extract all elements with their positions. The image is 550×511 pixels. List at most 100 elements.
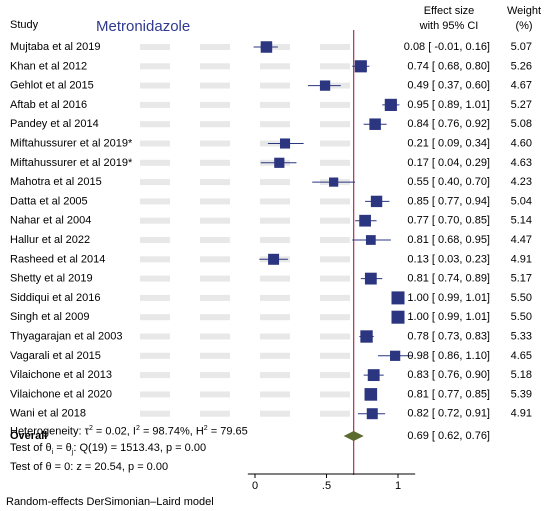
effect-size-ci: 0.78 [ 0.73, 0.83]	[407, 331, 490, 343]
effect-size-ci: 0.81 [ 0.77, 0.85]	[407, 388, 490, 400]
watermark-shape	[320, 256, 350, 263]
watermark-shape	[260, 333, 290, 340]
x-tick-label: .5	[322, 480, 331, 492]
effect-marker	[359, 214, 371, 227]
watermark-shape	[320, 237, 350, 243]
study-label: Miftahussurer et al 2019*	[10, 138, 133, 150]
watermark-shape	[200, 391, 230, 398]
effect-marker	[384, 98, 397, 111]
watermark-shape	[200, 198, 230, 205]
watermark-shape	[200, 121, 230, 128]
watermark-shape	[200, 44, 230, 50]
watermark-shape	[260, 198, 290, 205]
effect-marker	[370, 195, 383, 208]
watermark-shape	[320, 198, 350, 205]
overall-row: Overall 0.69 [ 0.62, 0.76]	[10, 430, 490, 442]
column-header-effect-size: Effect size with 95% CI	[408, 4, 490, 34]
study-label: Gehlot et al 2015	[10, 80, 94, 92]
effect-header-line2: with 95% CI	[419, 20, 479, 32]
effect-size-ci: 0.74 [ 0.68, 0.80]	[407, 60, 490, 72]
watermark-shape	[140, 179, 170, 186]
effect-size-ci: 0.84 [ 0.76, 0.92]	[407, 118, 490, 130]
overall-label: Overall	[10, 430, 47, 442]
weight-value: 4.63	[511, 157, 532, 169]
effect-marker	[319, 80, 331, 91]
watermark-shape	[260, 410, 290, 417]
watermark-shape	[320, 372, 350, 379]
weight-value: 5.17	[511, 273, 532, 285]
effect-marker	[391, 291, 405, 305]
watermark-shape	[260, 63, 290, 70]
watermark-shape	[260, 217, 290, 224]
watermark-shape	[320, 44, 350, 50]
watermark-shape	[260, 179, 290, 186]
study-label: Miftahussurer et al 2019*	[10, 157, 133, 169]
effect-size-ci: 1.00 [ 0.99, 1.01]	[407, 292, 490, 304]
watermark-shape	[320, 121, 350, 128]
effect-size-ci: 0.08 [ -0.01, 0.16]	[404, 41, 490, 53]
weight-value: 5.08	[511, 118, 532, 130]
watermark-shape	[140, 198, 170, 205]
effect-marker	[390, 350, 401, 361]
watermark-shape	[320, 314, 350, 321]
watermark-shape	[260, 275, 290, 282]
watermark-shape	[320, 140, 350, 147]
watermark-shape	[140, 294, 170, 301]
effect-marker	[260, 41, 273, 53]
weight-value: 5.33	[511, 331, 532, 343]
effect-size-ci: 0.98 [ 0.86, 1.10]	[407, 350, 490, 362]
watermark-shape	[140, 121, 170, 128]
watermark-shape	[200, 410, 230, 417]
study-label: Shetty et al 2019	[10, 273, 93, 285]
watermark-shape	[260, 314, 290, 321]
weight-value: 4.23	[511, 176, 532, 188]
effect-size-ci: 0.21 [ 0.09, 0.34]	[407, 138, 490, 150]
faint-background-watermark	[140, 44, 350, 417]
watermark-shape	[320, 352, 350, 359]
watermark-shape	[320, 159, 350, 166]
watermark-shape	[140, 352, 170, 359]
watermark-shape	[260, 352, 290, 359]
watermark-shape	[320, 294, 350, 301]
watermark-shape	[200, 372, 230, 379]
effect-marker	[391, 310, 405, 324]
watermark-shape	[200, 237, 230, 243]
watermark-shape	[200, 140, 230, 147]
study-label: Wani et al 2018	[10, 408, 86, 420]
effect-marker	[279, 138, 291, 149]
watermark-shape	[260, 372, 290, 379]
test-theta-zero: Test of θ = 0: z = 20.54, p = 0.00	[10, 461, 169, 473]
weight-value: 4.91	[511, 408, 532, 420]
watermark-shape	[140, 159, 170, 166]
study-label: Vilaichone et al 2020	[10, 388, 112, 400]
watermark-shape	[320, 410, 350, 417]
effect-size-ci: 0.95 [ 0.89, 1.01]	[407, 99, 490, 111]
watermark-shape	[320, 333, 350, 340]
watermark-shape	[320, 101, 350, 108]
watermark-shape	[260, 121, 290, 128]
weight-value: 4.67	[511, 80, 532, 92]
effect-size-ci: 0.77 [ 0.70, 0.85]	[407, 215, 490, 227]
watermark-shape	[140, 237, 170, 243]
study-label: Vagarali et al 2015	[10, 350, 101, 362]
weight-value: 5.39	[511, 388, 532, 400]
x-tick-label: 0	[252, 480, 258, 492]
watermark-shape	[140, 140, 170, 147]
watermark-shape	[260, 237, 290, 243]
weight-header-line1: Weight	[506, 5, 542, 17]
watermark-shape	[260, 391, 290, 398]
watermark-shape	[320, 63, 350, 70]
watermark-shape	[200, 294, 230, 301]
effect-marker	[365, 235, 376, 245]
effect-size-ci: 0.55 [ 0.40, 0.70]	[407, 176, 490, 188]
column-header-weight: Weight (%)	[502, 4, 546, 34]
study-label: Datta et al 2005	[10, 195, 88, 207]
overall-diamond	[343, 431, 364, 441]
watermark-shape	[200, 217, 230, 224]
weight-value: 5.18	[511, 369, 532, 381]
watermark-shape	[140, 44, 170, 50]
effect-header-line1: Effect size	[423, 5, 475, 17]
weight-value: 5.04	[511, 195, 532, 207]
effect-size-ci: 0.49 [ 0.37, 0.60]	[407, 80, 490, 92]
watermark-shape	[140, 372, 170, 379]
